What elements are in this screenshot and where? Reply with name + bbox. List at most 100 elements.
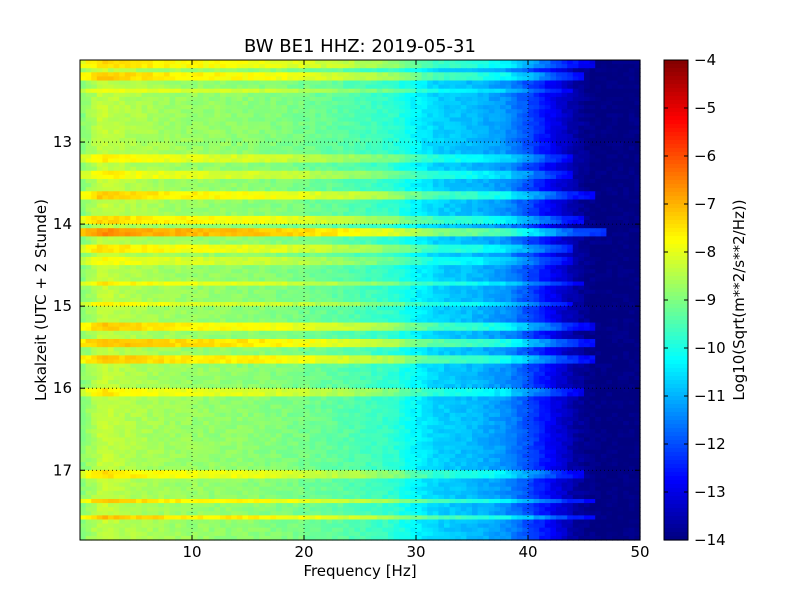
heatmap-cell	[276, 220, 283, 225]
heatmap-cell	[539, 228, 546, 233]
heatmap-cell	[528, 236, 535, 242]
heatmap-cell	[343, 256, 350, 262]
heatmap-cell	[544, 117, 551, 123]
heatmap-cell	[483, 203, 490, 209]
heatmap-cell	[102, 224, 109, 229]
heatmap-cell	[612, 240, 619, 246]
heatmap-cell	[169, 154, 176, 160]
heatmap-cell	[253, 105, 260, 110]
heatmap-cell	[197, 240, 204, 246]
heatmap-cell	[460, 158, 467, 164]
heatmap-cell	[96, 121, 103, 127]
heatmap-cell	[561, 142, 568, 147]
heatmap-cell	[528, 96, 535, 102]
heatmap-cell	[264, 121, 271, 127]
heatmap-cell	[192, 76, 199, 82]
heatmap-cell	[455, 174, 462, 180]
heatmap-cell	[287, 187, 294, 192]
heatmap-cell	[203, 105, 210, 110]
heatmap-cell	[136, 150, 143, 155]
heatmap-cell	[522, 236, 529, 242]
heatmap-cell	[494, 187, 501, 192]
heatmap-cell	[533, 178, 540, 184]
heatmap-cell	[270, 137, 277, 143]
heatmap-cell	[399, 207, 406, 213]
heatmap-cell	[152, 146, 159, 151]
heatmap-cell	[376, 105, 383, 110]
heatmap-cell	[214, 117, 221, 123]
heatmap-cell	[416, 211, 423, 217]
heatmap-cell	[522, 64, 529, 69]
heatmap-cell	[287, 60, 294, 65]
heatmap-cell	[628, 170, 635, 176]
heatmap-cell	[85, 162, 92, 168]
heatmap-cell	[343, 68, 350, 73]
heatmap-cell	[348, 96, 355, 102]
heatmap-cell	[281, 256, 288, 262]
heatmap-cell	[292, 178, 299, 184]
heatmap-cell	[455, 244, 462, 250]
heatmap-cell	[248, 174, 255, 180]
heatmap-cell	[567, 191, 574, 196]
heatmap-cell	[175, 224, 182, 229]
heatmap-cell	[472, 68, 479, 73]
heatmap-cell	[203, 96, 210, 102]
heatmap-cell	[276, 158, 283, 164]
heatmap-cell	[416, 146, 423, 151]
heatmap-cell	[236, 244, 243, 250]
heatmap-cell	[96, 72, 103, 78]
heatmap-cell	[147, 252, 154, 258]
heatmap-cell	[192, 252, 199, 258]
heatmap-cell	[500, 84, 507, 90]
heatmap-cell	[320, 224, 327, 229]
heatmap-cell	[584, 236, 591, 242]
heatmap-cell	[628, 105, 635, 110]
heatmap-cell	[421, 92, 428, 98]
heatmap-cell	[561, 183, 568, 188]
heatmap-cell	[572, 187, 579, 192]
heatmap-cell	[175, 166, 182, 172]
heatmap-cell	[130, 96, 137, 102]
heatmap-cell	[427, 252, 434, 258]
heatmap-cell	[225, 96, 232, 102]
heatmap-cell	[152, 195, 159, 201]
heatmap-cell	[315, 117, 322, 123]
heatmap-cell	[242, 88, 249, 94]
heatmap-cell	[410, 224, 417, 229]
heatmap-cell	[623, 220, 630, 225]
heatmap-cell	[259, 154, 266, 160]
heatmap-cell	[393, 220, 400, 225]
heatmap-cell	[432, 220, 439, 225]
heatmap-cell	[326, 105, 333, 110]
heatmap-cell	[231, 105, 238, 110]
heatmap-cell	[584, 92, 591, 98]
heatmap-cell	[220, 125, 227, 131]
heatmap-cell	[253, 121, 260, 127]
heatmap-cell	[225, 170, 232, 176]
heatmap-cell	[449, 84, 456, 90]
heatmap-cell	[567, 121, 574, 127]
heatmap-cell	[298, 187, 305, 192]
heatmap-cell	[85, 146, 92, 151]
heatmap-cell	[561, 80, 568, 86]
heatmap-cell	[197, 133, 204, 139]
heatmap-cell	[455, 248, 462, 254]
heatmap-cell	[130, 220, 137, 225]
heatmap-cell	[561, 64, 568, 69]
heatmap-cell	[197, 64, 204, 69]
heatmap-cell	[595, 170, 602, 176]
heatmap-cell	[91, 174, 98, 180]
heatmap-cell	[382, 207, 389, 213]
heatmap-cell	[472, 228, 479, 233]
heatmap-cell	[444, 154, 451, 160]
heatmap-cell	[528, 215, 535, 221]
heatmap-cell	[584, 195, 591, 201]
heatmap-cell	[197, 232, 204, 238]
heatmap-cell	[494, 142, 501, 147]
heatmap-cell	[522, 76, 529, 82]
heatmap-cell	[472, 64, 479, 69]
heatmap-cell	[220, 133, 227, 139]
heatmap-cell	[124, 96, 131, 102]
heatmap-cell	[511, 84, 518, 90]
heatmap-cell	[113, 137, 120, 143]
